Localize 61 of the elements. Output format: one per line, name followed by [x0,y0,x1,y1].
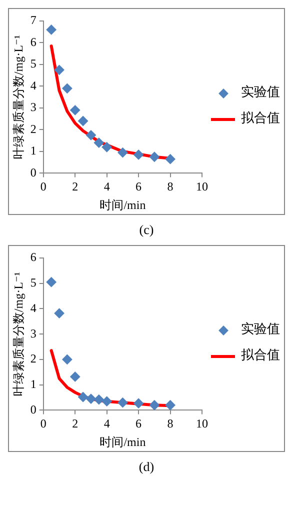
y-tick-label: 2 [30,352,36,366]
text: (d) [138,458,156,476]
x-tick-label: 0 [40,180,46,194]
x-tick-label: 0 [40,416,46,431]
point [134,398,144,408]
legend-label: 实验值 [241,84,280,99]
point [70,372,80,382]
point [102,142,112,152]
y-tick-label: 6 [30,34,36,49]
point [149,152,160,162]
point [70,105,80,116]
point [86,394,96,404]
y-axis-title: 叶绿素质量分数/mg·L⁻¹ [11,34,26,160]
x-tick-label: 2 [72,416,78,431]
legend-label: 实验值 [241,321,280,336]
x-tick-label: 10 [196,180,208,194]
point [102,396,112,406]
point [94,394,104,405]
x-tick-label: 8 [167,416,174,431]
y-tick-label: 3 [30,100,36,114]
y-tick-label: 0 [30,165,36,180]
x-axis-title: 时间/min [100,434,146,449]
point [54,64,64,75]
point [118,148,128,158]
legend-label: 拟合值 [241,347,280,362]
x-tick-label: 10 [196,416,208,431]
point [165,400,176,410]
text: (c) [138,221,155,239]
y-tick-label: 5 [30,56,36,71]
point [86,130,96,140]
point [62,83,72,94]
point [165,154,176,164]
y-tick-label: 0 [30,402,36,416]
x-axis-title: 时间/min [100,198,146,212]
point [149,400,160,410]
point [134,150,144,160]
point [118,398,128,408]
y-tick-label: 1 [30,144,36,158]
y-tick-label: 3 [30,326,36,340]
point [54,308,64,318]
point [46,24,56,35]
point [62,354,72,364]
x-tick-label: 4 [104,180,110,194]
y-tick-label: 5 [30,276,36,290]
y-tick-label: 4 [30,300,36,315]
y-tick-label: 7 [30,13,36,28]
x-tick-label: 4 [104,416,110,431]
x-tick-label: 8 [167,180,174,194]
x-tick-label: 6 [136,416,142,431]
point [78,116,88,126]
x-tick-label: 6 [136,180,142,194]
y-tick-label: 6 [30,250,36,264]
point [46,277,56,288]
y-tick-label: 4 [30,78,36,92]
x-tick-label: 2 [72,180,78,194]
point [78,392,88,402]
y-tick-label: 1 [30,376,36,391]
y-axis-title: 叶绿素质量分数/mg·L⁻¹ [11,272,26,396]
legend-label: 拟合值 [241,110,280,125]
point [94,138,104,148]
y-tick-label: 2 [30,122,36,136]
